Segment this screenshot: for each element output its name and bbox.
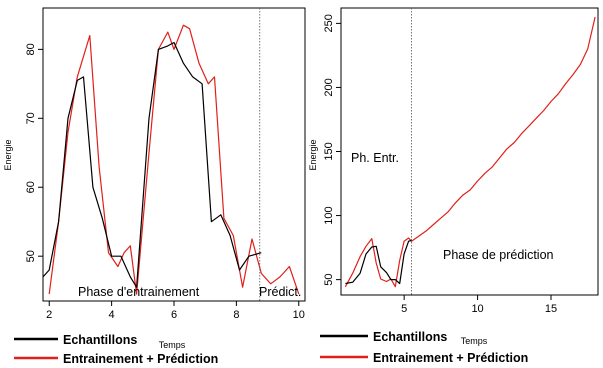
right-xtick-label: 15	[545, 303, 557, 315]
right-xlabel: Temps	[461, 336, 488, 346]
left-xtick-label: 4	[109, 309, 115, 321]
left-xlabel: Temps	[159, 340, 186, 350]
right-legend: Echantillons Entrainement + Prédiction	[320, 330, 528, 365]
left-series-line-prediction	[48, 24, 300, 295]
left-annotation-training: Phase d'entrainement	[78, 285, 200, 299]
left-plot-frame	[42, 7, 306, 302]
right-annotation-training: Ph. Entr.	[351, 151, 399, 165]
left-legend: Echantillons Entrainement + Prédiction	[14, 333, 218, 366]
left-chart: 2 4 6 8 10 50 60 70 80 Energie Temps Phase d'ent…	[3, 7, 306, 350]
left-ytick-label: 60	[25, 181, 37, 193]
right-xtick-label: 5	[401, 303, 407, 315]
legend-label-echantillons: Echantillons	[63, 333, 137, 347]
right-ytick-label: 100	[323, 206, 335, 224]
left-ytick-label: 50	[25, 250, 37, 262]
left-xtick-label: 10	[293, 309, 305, 321]
left-ticks: 2 4 6 8 10 50 60 70 80	[25, 43, 305, 321]
legend-label-prediction: Entrainement + Prédiction	[63, 352, 218, 366]
right-ytick-label: 150	[323, 142, 335, 160]
left-xtick-label: 8	[233, 309, 239, 321]
left-series-line-echantillons	[42, 41, 262, 288]
left-annotation-prediction: Prédict.	[259, 285, 301, 299]
legend-label-prediction: Entrainement + Prédiction	[373, 351, 528, 365]
right-annotation-prediction: Phase de prédiction	[443, 248, 554, 262]
right-chart: 5 10 15 50 100 150 200 250 Energie Temps Ph. En…	[308, 7, 599, 346]
right-ytick-label: 50	[323, 274, 335, 286]
left-xtick-label: 2	[46, 309, 52, 321]
left-ytick-label: 80	[25, 43, 37, 55]
legend-label-echantillons: Echantillons	[373, 330, 447, 344]
right-ytick-label: 250	[323, 14, 335, 32]
right-xtick-label: 10	[471, 303, 483, 315]
right-ticks: 5 10 15 50 100 150 200 250	[323, 14, 557, 315]
right-ytick-label: 200	[323, 78, 335, 96]
right-ylabel: Energie	[308, 139, 318, 170]
right-series	[344, 16, 596, 288]
right-series-line-prediction	[344, 16, 596, 288]
left-xtick-label: 6	[171, 309, 177, 321]
left-ytick-label: 70	[25, 112, 37, 124]
left-series	[42, 24, 300, 295]
right-series-line-echantillons	[345, 239, 412, 285]
left-ylabel: Energie	[3, 139, 13, 170]
